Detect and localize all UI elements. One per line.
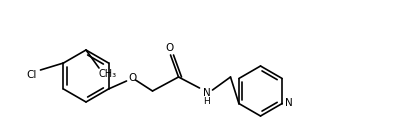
Text: O: O	[165, 43, 174, 53]
Text: N: N	[203, 88, 210, 98]
Text: Cl: Cl	[26, 70, 37, 80]
Text: N: N	[285, 99, 293, 108]
Text: CH₃: CH₃	[99, 69, 117, 79]
Text: H: H	[203, 96, 210, 105]
Text: O: O	[128, 73, 137, 83]
